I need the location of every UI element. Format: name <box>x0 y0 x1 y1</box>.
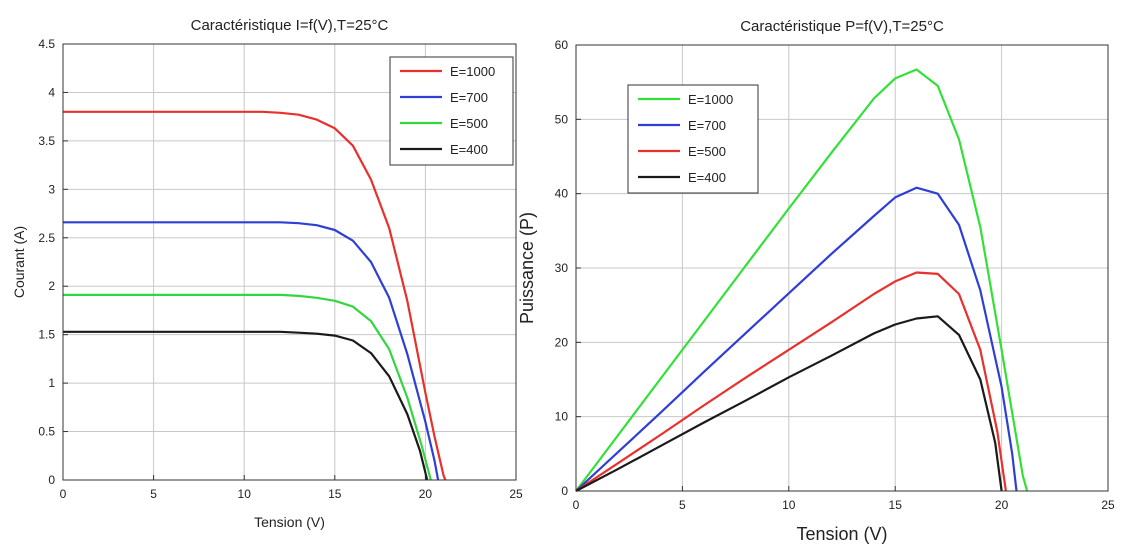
y-tick-label: 40 <box>555 187 569 201</box>
x-axis-label: Tension (V) <box>796 524 887 544</box>
axes-frame <box>62 43 517 481</box>
grid <box>62 43 517 481</box>
chart-title: Caractéristique I=f(V),T=25°C <box>191 17 389 34</box>
y-axis-label: Courant (A) <box>11 226 27 298</box>
x-tick-label: 25 <box>509 487 523 501</box>
legend-label: E=1000 <box>450 64 495 79</box>
series-line-e-400 <box>63 330 429 481</box>
x-tick-label: 10 <box>782 498 796 512</box>
legend-label: E=400 <box>688 170 726 185</box>
legend-box <box>627 84 759 194</box>
series-group <box>575 68 1029 492</box>
legend-label: E=400 <box>450 142 488 157</box>
x-tick-label: 10 <box>238 487 252 501</box>
y-tick-label: 0 <box>48 473 55 487</box>
legend-label: E=700 <box>450 90 488 105</box>
series-line-e-700 <box>575 186 1018 492</box>
y-tick-label: 30 <box>555 261 569 275</box>
legend-box <box>389 56 514 166</box>
legend: E=1000 E=700 E=500 E=400 <box>389 56 514 166</box>
chart-title: Caractéristique P=f(V),T=25°C <box>740 18 944 35</box>
chart-current-voltage: 0 5 10 15 20 25 0 0.5 1 1.5 2 2.5 3 3.5 4 4.5 Caractéris… <box>11 17 523 530</box>
y-tick-label: 20 <box>555 335 569 349</box>
y-tick-label: 0 <box>561 484 568 498</box>
axes-frame <box>575 44 1109 492</box>
legend-label: E=700 <box>688 118 726 133</box>
y-tick-label: 2 <box>48 279 55 293</box>
series-group <box>63 110 447 481</box>
y-tick-label: 3.5 <box>38 134 55 148</box>
series-line-e-700 <box>63 221 440 481</box>
y-tick-label: 1.5 <box>38 328 55 342</box>
legend-label: E=1000 <box>688 92 733 107</box>
series-line-e-1000 <box>575 68 1029 492</box>
y-tick-label: 3 <box>48 182 55 196</box>
x-tick-label: 15 <box>328 487 342 501</box>
x-tick-label: 5 <box>150 487 157 501</box>
y-tick-label: 60 <box>555 38 569 52</box>
x-axis-label: Tension (V) <box>254 514 325 530</box>
series-line-e-500 <box>575 271 1007 492</box>
series-line-e-500 <box>63 293 432 481</box>
chart-power-voltage: 0 5 10 15 20 25 0 10 20 30 40 50 60 Caractéristique P… <box>517 18 1115 544</box>
x-tick-label: 20 <box>419 487 433 501</box>
y-tick-label: 50 <box>555 112 569 126</box>
legend-label: E=500 <box>688 144 726 159</box>
y-tick-label: 4.5 <box>38 37 55 51</box>
legend: E=1000 E=700 E=500 E=400 <box>627 84 759 194</box>
series-line-e-400 <box>575 315 1003 492</box>
y-tick-label: 4 <box>48 85 55 99</box>
y-tick-label: 0.5 <box>38 425 55 439</box>
x-tick-label: 0 <box>60 487 67 501</box>
x-tick-label: 5 <box>679 498 686 512</box>
x-tick-label: 20 <box>995 498 1009 512</box>
y-tick-label: 1 <box>48 376 55 390</box>
series-line-e-1000 <box>63 110 447 481</box>
x-tick-label: 15 <box>889 498 903 512</box>
legend-label: E=500 <box>450 116 488 131</box>
x-tick-label: 0 <box>573 498 580 512</box>
x-tick-label: 25 <box>1101 498 1115 512</box>
y-tick-label: 10 <box>555 410 569 424</box>
y-tick-label: 2.5 <box>38 231 55 245</box>
y-axis-label: Puissance (P) <box>517 212 537 324</box>
